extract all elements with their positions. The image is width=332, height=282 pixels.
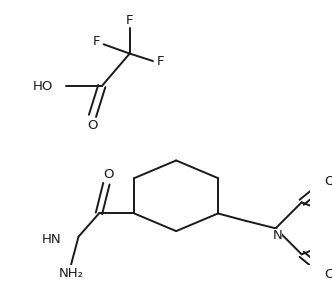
Text: O: O [103, 168, 114, 181]
Text: F: F [92, 35, 100, 48]
Text: O: O [87, 119, 98, 132]
Text: O: O [324, 175, 332, 188]
Text: N: N [273, 229, 283, 242]
Text: F: F [157, 54, 164, 67]
Text: HN: HN [42, 233, 62, 246]
Text: NH₂: NH₂ [58, 267, 84, 280]
Text: HO: HO [33, 80, 53, 92]
Text: O: O [324, 268, 332, 281]
Text: F: F [126, 14, 133, 27]
